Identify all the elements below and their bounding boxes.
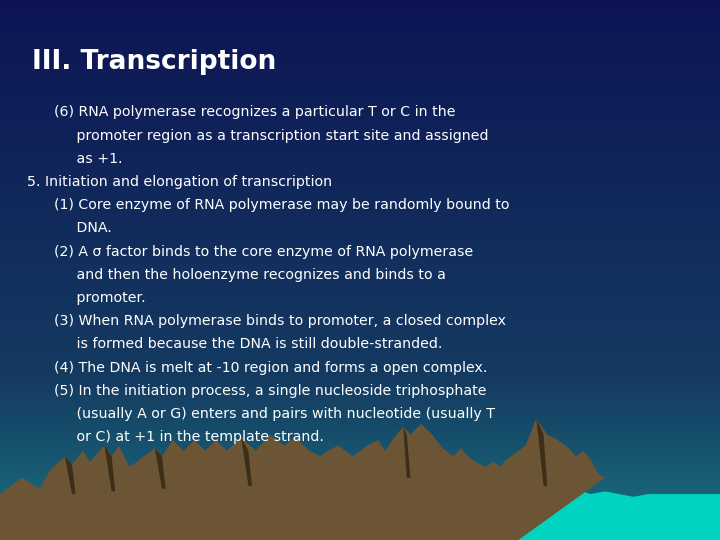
- Text: promoter region as a transcription start site and assigned: promoter region as a transcription start…: [36, 129, 488, 143]
- Polygon shape: [104, 446, 115, 491]
- Text: (1) Core enzyme of RNA polymerase may be randomly bound to: (1) Core enzyme of RNA polymerase may be…: [36, 198, 510, 212]
- Text: as +1.: as +1.: [36, 152, 122, 166]
- Text: (4) The DNA is melt at -10 region and forms a open complex.: (4) The DNA is melt at -10 region and fo…: [36, 361, 487, 375]
- Text: III. Transcription: III. Transcription: [32, 49, 276, 75]
- Polygon shape: [536, 418, 547, 486]
- Text: (usually A or G) enters and pairs with nucleotide (usually T: (usually A or G) enters and pairs with n…: [36, 407, 495, 421]
- Text: and then the holoenzyme recognizes and binds to a: and then the holoenzyme recognizes and b…: [36, 268, 446, 282]
- Text: (6) RNA polymerase recognizes a particular T or C in the: (6) RNA polymerase recognizes a particul…: [36, 105, 456, 119]
- Polygon shape: [0, 418, 605, 540]
- Text: promoter.: promoter.: [36, 291, 145, 305]
- Polygon shape: [155, 448, 166, 489]
- Text: (3) When RNA polymerase binds to promoter, a closed complex: (3) When RNA polymerase binds to promote…: [36, 314, 506, 328]
- Polygon shape: [65, 456, 76, 494]
- Text: 5. Initiation and elongation of transcription: 5. Initiation and elongation of transcri…: [27, 175, 333, 189]
- Text: (2) A σ factor binds to the core enzyme of RNA polymerase: (2) A σ factor binds to the core enzyme …: [36, 245, 473, 259]
- Polygon shape: [241, 437, 252, 486]
- Text: DNA.: DNA.: [36, 221, 112, 235]
- Polygon shape: [518, 475, 720, 540]
- Text: is formed because the DNA is still double-stranded.: is formed because the DNA is still doubl…: [36, 338, 442, 352]
- Text: (5) In the initiation process, a single nucleoside triphosphate: (5) In the initiation process, a single …: [36, 384, 487, 398]
- Polygon shape: [403, 427, 410, 478]
- Text: or C) at +1 in the template strand.: or C) at +1 in the template strand.: [36, 430, 324, 444]
